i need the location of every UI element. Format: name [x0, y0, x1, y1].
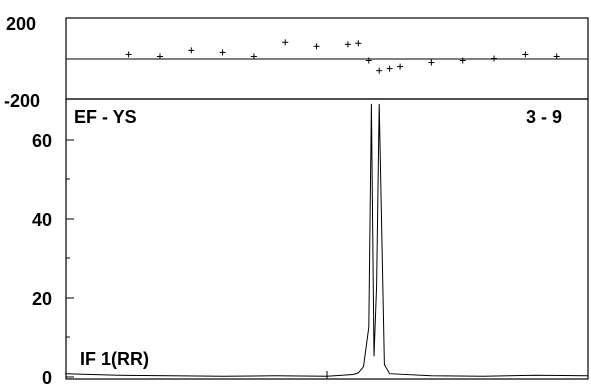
spectrum-panel-frame	[65, 98, 589, 380]
phase-scatter-points	[125, 39, 560, 74]
spectrum-ytick-40: 40	[32, 210, 52, 230]
label-top-left: EF - YS	[74, 107, 137, 127]
spectrum-ytick-20: 20	[32, 289, 52, 309]
spectrum-series-line	[65, 103, 589, 377]
label-top-right: 3 - 9	[526, 107, 562, 127]
spectrum-ytick-60: 60	[32, 131, 52, 151]
label-bottom-left: IF 1(RR)	[80, 349, 149, 369]
phase-ytick-top: 200	[6, 14, 36, 34]
spectrum-ytick-0: 0	[42, 368, 52, 387]
phase-ytick-bottom: -200	[4, 91, 40, 111]
